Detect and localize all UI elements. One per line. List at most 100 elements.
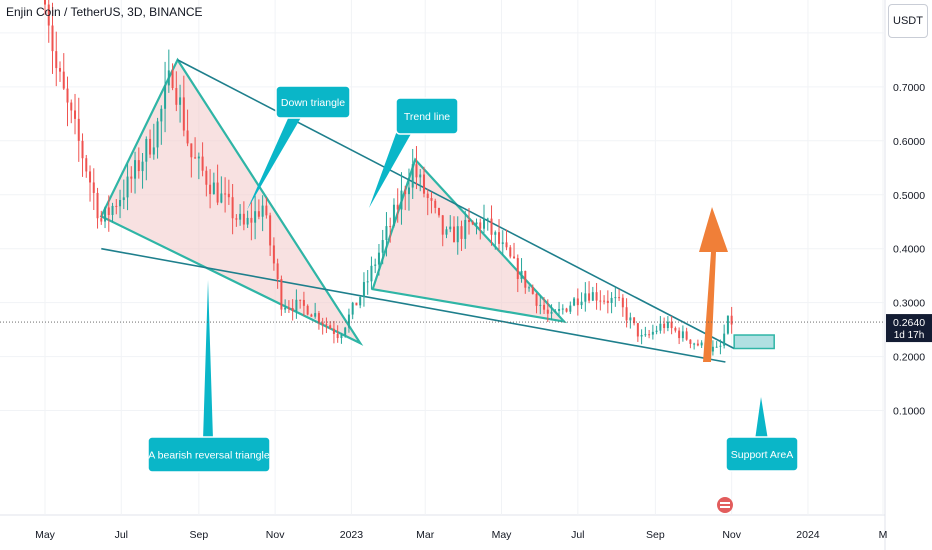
candle-body xyxy=(92,182,95,193)
event-marker-icon[interactable] xyxy=(717,497,733,513)
candle xyxy=(362,272,365,307)
candle xyxy=(111,202,114,223)
candle xyxy=(452,216,455,243)
y-tick-label: 0.5000 xyxy=(893,190,925,202)
candle xyxy=(528,285,531,292)
candle xyxy=(134,151,137,194)
candle xyxy=(302,291,305,317)
support-area-box[interactable] xyxy=(733,334,775,350)
candle-body xyxy=(546,309,549,314)
candle xyxy=(310,313,313,317)
candle-body xyxy=(498,232,501,244)
callout-support-area[interactable]: Support AreA xyxy=(725,397,799,472)
callout-down-triangle[interactable]: Down triangle xyxy=(247,85,351,210)
candle xyxy=(250,200,253,241)
candle xyxy=(284,299,287,313)
candle-body xyxy=(392,204,395,227)
callout-support-area-pointer xyxy=(755,397,768,440)
candle xyxy=(655,325,658,335)
candle xyxy=(441,214,444,247)
candle xyxy=(565,307,568,313)
descending-trend-line[interactable] xyxy=(177,59,735,350)
candle xyxy=(141,153,144,189)
candle-body xyxy=(220,193,223,203)
candle xyxy=(456,216,459,255)
candle-body xyxy=(355,302,358,306)
candle xyxy=(164,61,167,133)
candle xyxy=(651,324,654,340)
candle xyxy=(347,308,350,333)
candle xyxy=(411,148,414,199)
candle-body xyxy=(130,176,133,179)
x-tick-label: Sep xyxy=(189,529,208,541)
candle-body xyxy=(374,264,377,266)
candle xyxy=(715,341,718,348)
candle-body xyxy=(314,313,317,317)
candle xyxy=(535,292,538,314)
event-marker-line xyxy=(720,502,730,504)
candle xyxy=(381,229,384,265)
candle xyxy=(351,301,354,320)
x-tick-label: May xyxy=(35,529,56,541)
candle-body xyxy=(119,200,122,207)
candle-body xyxy=(246,217,249,225)
candle-body xyxy=(404,190,407,195)
candle-body xyxy=(580,301,583,306)
candle xyxy=(674,326,677,333)
candle-body xyxy=(344,327,347,335)
x-tick-label: M xyxy=(879,529,888,541)
candle-body xyxy=(55,51,58,69)
candle-body xyxy=(689,339,692,344)
candle-body xyxy=(696,343,699,346)
candle-body xyxy=(291,308,294,312)
candle-body xyxy=(700,342,703,346)
candle-body xyxy=(44,0,46,5)
candle-body xyxy=(224,193,227,195)
candle xyxy=(636,322,639,342)
candle xyxy=(336,325,339,343)
candle-body xyxy=(254,211,257,223)
callout-bearish-triangle[interactable]: A bearish reversal triangle xyxy=(147,280,271,473)
candle xyxy=(209,169,212,209)
candle xyxy=(242,201,245,231)
x-tick-label: Nov xyxy=(266,529,285,541)
candle-body xyxy=(239,213,242,220)
candle-body xyxy=(257,211,260,217)
candle-body xyxy=(663,323,666,329)
candle xyxy=(494,230,497,250)
candle-body xyxy=(156,121,159,148)
candle xyxy=(160,105,163,145)
candle-body xyxy=(197,156,200,159)
callout-down-triangle-text: Down triangle xyxy=(281,97,345,109)
support-trend-line[interactable] xyxy=(101,247,726,363)
candle xyxy=(325,317,328,334)
candle xyxy=(726,315,729,335)
candle xyxy=(640,329,643,345)
candle-body xyxy=(59,68,62,72)
candle-body xyxy=(242,213,245,225)
candle-body xyxy=(265,205,268,216)
callout-trend-line[interactable]: Trend line xyxy=(369,97,459,208)
candle xyxy=(599,290,602,311)
candle xyxy=(81,133,84,177)
currency-button[interactable]: USDT xyxy=(888,4,928,38)
candle xyxy=(524,270,527,294)
candle xyxy=(257,199,260,220)
candle-body xyxy=(445,229,448,235)
candle-body xyxy=(182,97,185,131)
price-badge xyxy=(886,314,932,343)
bearish-triangle-1[interactable] xyxy=(99,57,364,346)
candle xyxy=(392,198,395,228)
candle-body xyxy=(302,299,305,306)
candle-body xyxy=(655,330,658,332)
candle xyxy=(584,282,587,312)
candle xyxy=(359,295,362,309)
candle-body xyxy=(190,143,193,158)
candle xyxy=(618,289,621,302)
candle-body xyxy=(126,176,129,198)
candle xyxy=(220,176,223,204)
candle-body xyxy=(201,156,204,171)
candle xyxy=(449,215,452,233)
candle-body xyxy=(618,297,621,299)
